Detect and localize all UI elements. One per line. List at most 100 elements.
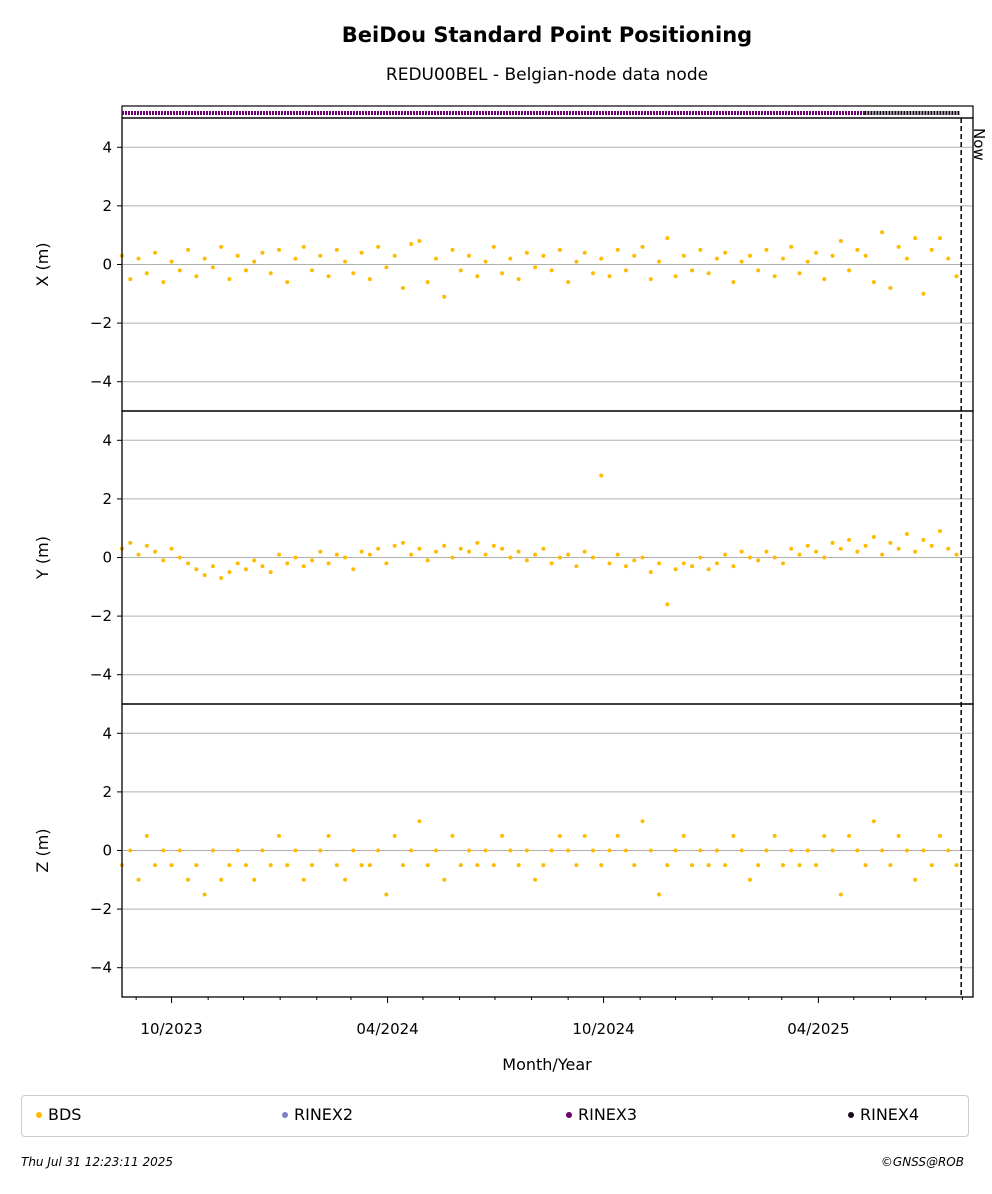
data-point	[541, 863, 546, 868]
legend-label: BDS	[48, 1105, 82, 1124]
data-point	[442, 543, 447, 548]
data-point	[937, 529, 942, 534]
legend-item-rinex4: RINEX4	[848, 1105, 919, 1124]
data-point	[376, 244, 381, 249]
legend-label: RINEX4	[860, 1105, 920, 1124]
data-point	[384, 892, 389, 897]
data-point	[367, 863, 372, 868]
data-point	[690, 863, 695, 868]
data-point	[260, 250, 265, 255]
data-point	[913, 877, 918, 882]
data-point	[880, 848, 885, 853]
data-point	[243, 268, 248, 273]
data-point	[442, 877, 447, 882]
data-point	[417, 819, 422, 824]
data-point	[359, 250, 364, 255]
legend-item-rinex2: RINEX2	[282, 1105, 353, 1124]
data-point	[161, 558, 166, 563]
data-point	[921, 291, 926, 296]
data-point	[566, 280, 571, 285]
chart-subtitle: REDU00BEL - Belgian-node data node	[386, 65, 708, 85]
data-point	[219, 244, 224, 249]
panel-z: −4 −2 0 2 4 Z (m)	[33, 703, 974, 998]
data-point	[805, 543, 810, 548]
data-point	[888, 285, 893, 290]
data-point	[343, 877, 348, 882]
data-point	[318, 253, 323, 258]
data-point	[574, 564, 579, 569]
data-point	[252, 877, 257, 882]
data-point	[607, 848, 612, 853]
data-point	[632, 863, 637, 868]
data-point	[467, 549, 472, 554]
data-point	[582, 250, 587, 255]
data-point	[310, 558, 315, 563]
data-point	[235, 848, 240, 853]
data-point	[904, 256, 909, 261]
data-point	[301, 877, 306, 882]
data-point	[524, 558, 529, 563]
data-point	[268, 863, 273, 868]
data-point	[723, 863, 728, 868]
data-point	[615, 552, 620, 557]
data-point	[219, 576, 224, 581]
data-point	[243, 567, 248, 572]
data-point	[301, 244, 306, 249]
data-point	[648, 570, 653, 575]
data-point	[681, 253, 686, 258]
data-point	[285, 561, 290, 566]
data-point	[276, 247, 281, 252]
data-point	[549, 848, 554, 853]
data-point	[863, 543, 868, 548]
data-point	[797, 863, 802, 868]
data-point	[318, 549, 323, 554]
data-point	[681, 833, 686, 838]
data-point	[351, 271, 356, 276]
data-point	[706, 567, 711, 572]
data-point	[797, 271, 802, 276]
data-point	[293, 848, 298, 853]
data-point	[169, 259, 174, 264]
data-point	[747, 877, 752, 882]
data-point	[896, 546, 901, 551]
data-point	[136, 552, 141, 557]
data-point	[293, 256, 298, 261]
data-point	[384, 265, 389, 270]
data-point	[276, 833, 281, 838]
data-point	[623, 564, 628, 569]
data-point	[161, 848, 166, 853]
data-point	[657, 561, 662, 566]
data-point	[153, 549, 158, 554]
data-point	[615, 247, 620, 252]
data-point	[822, 555, 827, 560]
data-point	[904, 532, 909, 537]
data-point	[607, 274, 612, 279]
data-point	[202, 892, 207, 897]
data-point	[524, 250, 529, 255]
data-point	[425, 558, 430, 563]
data-point	[392, 833, 397, 838]
data-point	[739, 848, 744, 853]
data-point	[177, 555, 182, 560]
data-point	[739, 259, 744, 264]
data-point	[599, 256, 604, 261]
data-point	[458, 546, 463, 551]
rinex-strip	[121, 105, 974, 119]
y-tick-label: −4	[90, 373, 112, 391]
data-point	[541, 546, 546, 551]
data-point	[458, 268, 463, 273]
data-point	[714, 561, 719, 566]
rinex4-marker-icon	[848, 1111, 854, 1118]
data-point	[210, 265, 215, 270]
y-tick-label: 0	[102, 256, 112, 274]
data-point	[376, 848, 381, 853]
data-point	[153, 863, 158, 868]
data-point	[896, 833, 901, 838]
rinex3-marker-icon	[566, 1111, 572, 1118]
data-point	[648, 277, 653, 282]
data-point	[723, 250, 728, 255]
data-point	[574, 259, 579, 264]
data-point	[516, 277, 521, 282]
data-point	[186, 247, 191, 252]
data-point	[714, 256, 719, 261]
